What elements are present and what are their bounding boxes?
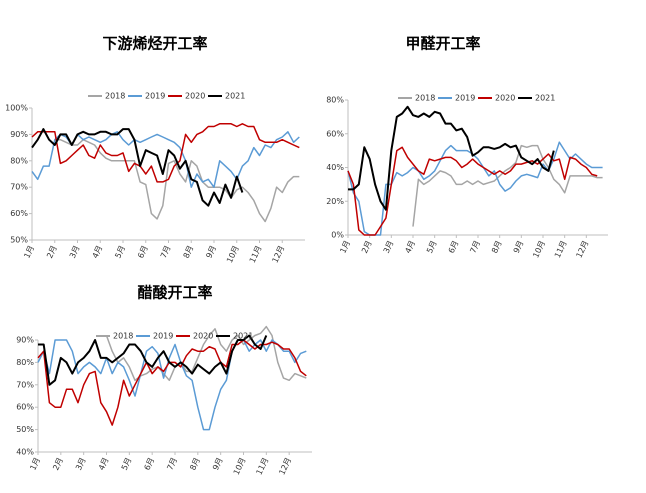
legend-label: 2020 bbox=[185, 92, 205, 101]
legend-label: 2019 bbox=[153, 332, 173, 341]
y-tick-label: 60% bbox=[10, 209, 28, 218]
legend-label: 2020 bbox=[193, 332, 213, 341]
legend-label: 2020 bbox=[495, 94, 515, 103]
legend-label: 2018 bbox=[113, 332, 133, 341]
y-tick-label: 80% bbox=[326, 96, 344, 105]
y-tick-label: 50% bbox=[16, 425, 34, 434]
y-tick-label: 90% bbox=[10, 130, 28, 139]
legend-label: 2021 bbox=[225, 92, 245, 101]
series-line bbox=[31, 128, 244, 207]
series-line bbox=[31, 123, 300, 183]
series-line bbox=[54, 138, 300, 223]
series-line bbox=[347, 141, 603, 236]
y-tick-label: 70% bbox=[10, 183, 28, 192]
y-tick-label: 80% bbox=[10, 156, 28, 165]
series-line bbox=[412, 144, 603, 227]
legend-label: 2018 bbox=[105, 92, 125, 101]
y-tick-label: 70% bbox=[16, 380, 34, 389]
y-tick-label: 20% bbox=[326, 197, 344, 206]
chart-title: 下游烯烃开工率 bbox=[102, 35, 207, 53]
y-tick-label: 60% bbox=[326, 129, 344, 138]
y-tick-label: 40% bbox=[16, 448, 34, 457]
series-line bbox=[347, 146, 598, 236]
legend-label: 2019 bbox=[145, 92, 165, 101]
y-tick-label: 0% bbox=[331, 231, 344, 240]
y-tick-label: 40% bbox=[326, 163, 344, 172]
chart-title: 甲醛开工率 bbox=[405, 35, 480, 53]
y-tick-label: 60% bbox=[16, 403, 34, 412]
series-line bbox=[38, 334, 268, 386]
legend-label: 2019 bbox=[455, 94, 475, 103]
y-tick-label: 90% bbox=[16, 336, 34, 345]
y-tick-label: 80% bbox=[16, 358, 34, 367]
y-tick-label: 100% bbox=[5, 104, 28, 113]
series-line bbox=[37, 339, 307, 431]
legend-label: 2021 bbox=[535, 94, 555, 103]
legend-label: 2021 bbox=[233, 332, 253, 341]
legend-label: 2018 bbox=[415, 94, 435, 103]
series-line bbox=[348, 105, 555, 211]
chart-title: 醋酸开工率 bbox=[137, 284, 212, 302]
y-tick-label: 50% bbox=[10, 236, 28, 245]
